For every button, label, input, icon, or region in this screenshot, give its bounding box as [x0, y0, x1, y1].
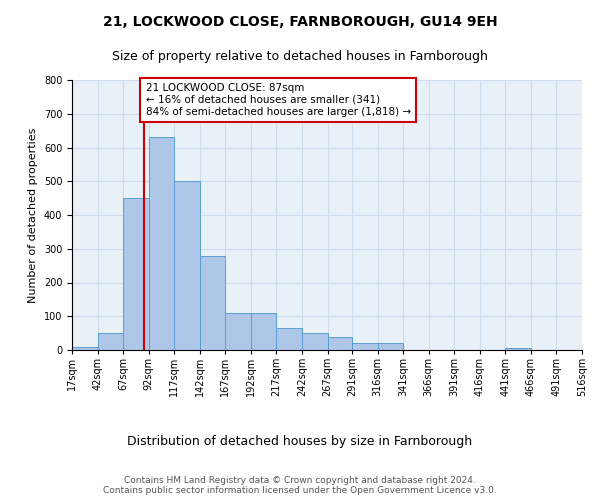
Bar: [98, 333, 123, 350]
Bar: [352, 344, 377, 350]
Bar: [72, 346, 98, 350]
Text: Contains HM Land Registry data © Crown copyright and database right 2024.
Contai: Contains HM Land Registry data © Crown c…: [103, 476, 497, 495]
Bar: [328, 336, 352, 350]
Bar: [505, 348, 531, 350]
Bar: [377, 344, 403, 350]
Text: Size of property relative to detached houses in Farnborough: Size of property relative to detached ho…: [112, 50, 488, 63]
Bar: [251, 313, 277, 350]
Y-axis label: Number of detached properties: Number of detached properties: [28, 128, 38, 302]
Bar: [123, 198, 149, 350]
Text: Distribution of detached houses by size in Farnborough: Distribution of detached houses by size …: [127, 435, 473, 448]
Bar: [174, 181, 200, 350]
Bar: [302, 333, 328, 350]
Text: 21 LOCKWOOD CLOSE: 87sqm
← 16% of detached houses are smaller (341)
84% of semi-: 21 LOCKWOOD CLOSE: 87sqm ← 16% of detach…: [146, 84, 411, 116]
Text: 21, LOCKWOOD CLOSE, FARNBOROUGH, GU14 9EH: 21, LOCKWOOD CLOSE, FARNBOROUGH, GU14 9E…: [103, 15, 497, 29]
Bar: [149, 138, 174, 350]
Bar: [277, 328, 302, 350]
Bar: [226, 313, 251, 350]
Bar: [200, 256, 226, 350]
